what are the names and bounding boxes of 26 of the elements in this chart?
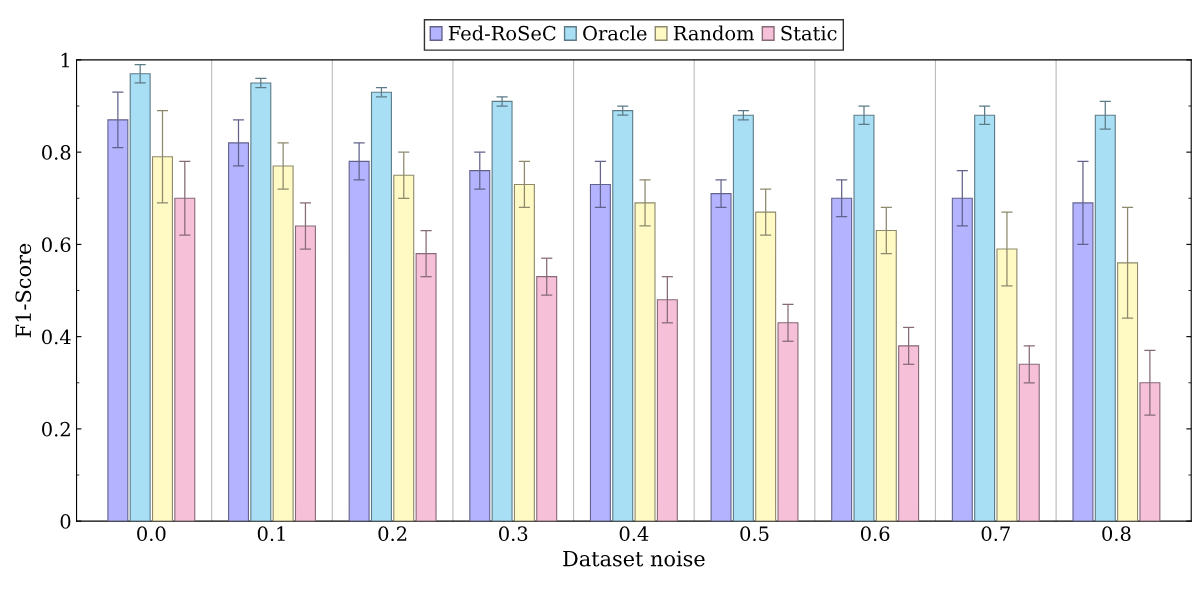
y-axis-title: F1-Score [15,243,32,338]
bar [612,110,634,522]
y-tick-label: 1 [61,52,69,68]
legend-label: Random [673,25,755,41]
y-tick-label: 0.4 [42,329,71,345]
x-tick-label: 0.4 [619,526,649,542]
x-tick-label: 0.7 [981,526,1010,542]
x-tick-label: 0.8 [1102,526,1131,542]
x-tick-label: 0.1 [257,526,285,542]
legend-label: Oracle [583,25,647,41]
x-tick-label: 0.2 [378,526,407,542]
x-tick-label: 0.3 [499,526,528,542]
x-axis-title: Dataset noise [563,550,705,567]
y-tick-label: 0.8 [42,145,71,160]
x-tick-label: 0.6 [860,526,890,542]
bar [491,100,513,522]
legend-label: Static [781,25,837,41]
x-tick-label: 0.5 [740,526,769,542]
y-tick-label: 0.6 [42,237,71,253]
bar [732,114,754,522]
bar [250,82,272,522]
x-tick-label: 0.0 [137,526,166,542]
y-tick-label: 0 [60,514,71,529]
legend-label: Fed-RoSeC [448,25,556,41]
y-tick-label: 0.2 [42,421,70,437]
bar [370,91,392,522]
